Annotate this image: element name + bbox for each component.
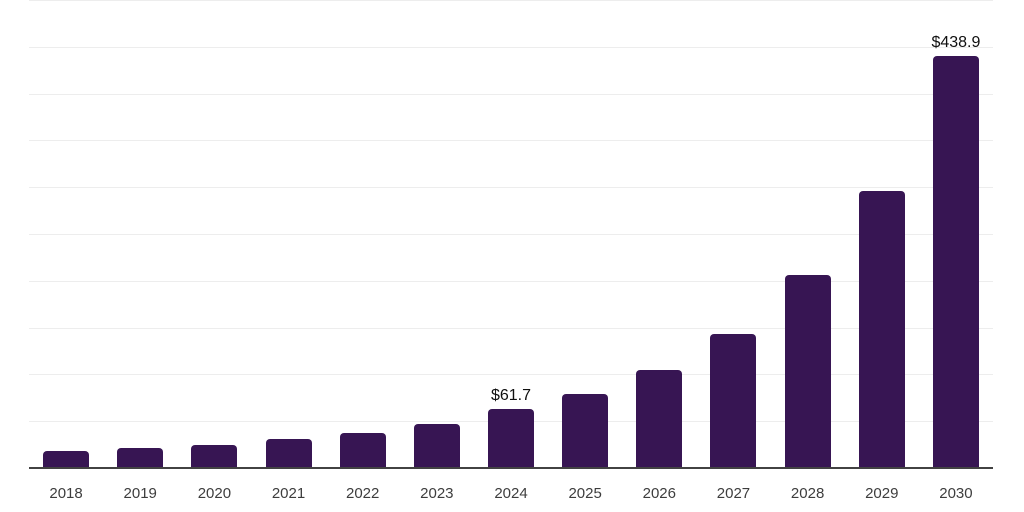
x-tick-label: 2025	[568, 485, 602, 502]
x-tick-label: 2022	[346, 485, 380, 502]
gridline	[29, 280, 993, 282]
x-tick-label: 2020	[197, 485, 232, 502]
data-label: $61.7	[490, 387, 532, 405]
gridline	[29, 46, 993, 48]
x-tick-label: 2030	[939, 485, 973, 502]
bar	[191, 444, 238, 467]
bar	[488, 409, 534, 467]
x-tick-label: 2023	[420, 485, 454, 502]
bar	[932, 56, 979, 467]
bar	[784, 275, 831, 467]
bar	[710, 334, 757, 467]
x-tick-label: 2019	[123, 485, 157, 502]
x-tick-label: 2028	[790, 485, 825, 502]
x-axis-labels: 2018 2019 2020 2021 2022 2023 2024 2025 2026 2027…	[29, 468, 993, 512]
bar	[413, 424, 460, 467]
x-tick-label: 2024	[494, 485, 528, 502]
gridline	[29, 0, 993, 1]
x-tick-label: 2026	[642, 485, 676, 502]
bar	[562, 394, 609, 467]
bar	[339, 433, 386, 467]
gridline	[29, 140, 993, 142]
gridline	[29, 327, 993, 329]
bar	[858, 190, 905, 467]
plot-area: $61.7 $438.9	[29, 0, 993, 469]
gridline	[29, 374, 993, 376]
x-axis-line	[29, 467, 993, 469]
x-tick-label: 2018	[49, 485, 83, 502]
x-tick-label: 2027	[716, 485, 751, 502]
gridline	[29, 187, 993, 189]
x-tick-label: 2029	[865, 485, 899, 502]
bar	[117, 448, 164, 467]
bar	[265, 439, 312, 467]
x-tick-label: 2021	[271, 485, 306, 502]
gridline	[29, 234, 993, 235]
data-label: $438.9	[931, 34, 981, 52]
gridline	[29, 93, 993, 95]
bar	[636, 369, 683, 467]
bar	[43, 450, 90, 467]
